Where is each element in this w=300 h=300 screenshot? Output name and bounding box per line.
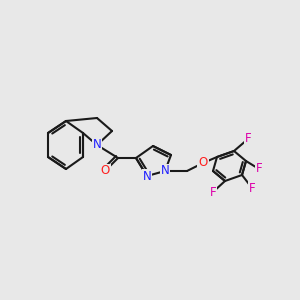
Text: N: N <box>93 139 101 152</box>
Text: N: N <box>160 164 169 178</box>
Text: F: F <box>245 133 251 146</box>
Text: N: N <box>142 169 152 182</box>
Text: O: O <box>100 164 109 178</box>
Text: F: F <box>256 163 262 176</box>
Text: F: F <box>210 185 216 199</box>
Text: F: F <box>249 182 255 194</box>
Text: O: O <box>198 157 208 169</box>
